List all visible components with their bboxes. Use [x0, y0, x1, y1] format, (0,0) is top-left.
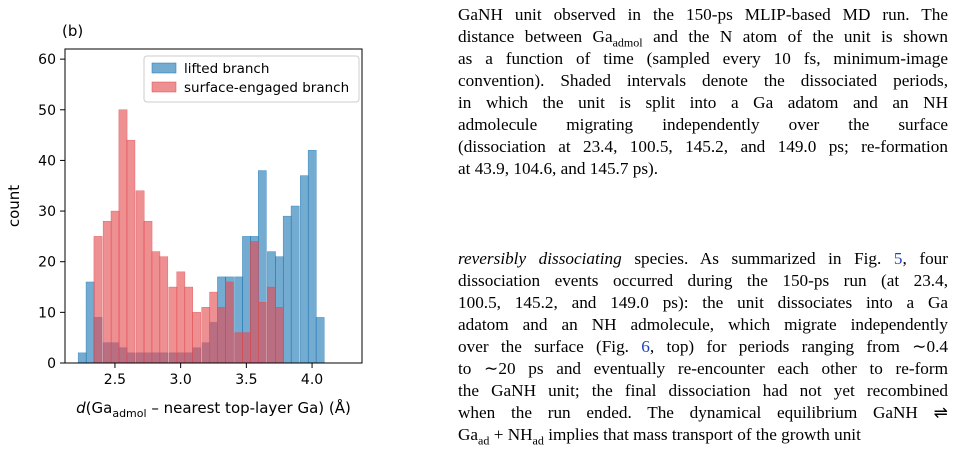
figure-caption: GaNH unit observed in the 150-ps MLIP-ba… [458, 4, 948, 180]
histogram-chart: 2.5 3.0 3.5 4.0 0 10 20 30 40 50 60 count d(Gaadmol … [5, 22, 363, 420]
caption-line-4: in which the unit is split into a Ga ada… [458, 93, 948, 112]
y-tick-label-1: 10 [38, 305, 56, 321]
engaged-bar-7 [151, 251, 161, 364]
engaged-bar-2 [110, 210, 120, 364]
panel-label: (b) [62, 22, 83, 40]
engaged-bar-6 [143, 220, 153, 364]
figure-ref-link[interactable]: 5 [893, 249, 903, 268]
engaged-bar-1 [102, 220, 112, 364]
engaged-bar-9 [168, 286, 178, 364]
y-tick-label-4: 40 [38, 153, 56, 169]
engaged-bar-19 [250, 241, 259, 364]
body-line-5: to ∼20 ps and eventually re-encounter ea… [458, 359, 948, 378]
engaged-bar-11 [184, 286, 193, 364]
x-tick-label-0: 2.5 [104, 372, 126, 388]
caption-line-6: (dissociation at 23.4, 100.5, 145.2, and… [458, 137, 948, 156]
body-line-7: when the run ended. The dynamical equili… [458, 403, 948, 422]
caption-line-0: GaNH unit observed in the 150-ps MLIP-ba… [458, 5, 948, 24]
engaged-bar-13 [201, 307, 211, 364]
legend-label-1: surface-engaged branch [184, 80, 349, 96]
lifted-bar-26 [290, 205, 300, 364]
body-paragraph: reversibly dissociating species. As summ… [458, 248, 948, 446]
lifted-bar-28 [307, 150, 317, 364]
y-tick-label-6: 60 [38, 52, 56, 68]
y-tick-label-0: 0 [47, 356, 56, 372]
legend-label-0: lifted branch [184, 61, 269, 77]
lifted-bar-25 [282, 215, 292, 364]
body-line-4: over the surface (Fig. 6, top) for perio… [458, 337, 949, 356]
x-tick-label-3: 4.0 [301, 372, 323, 388]
engaged-bar-20 [257, 302, 267, 364]
legend-box [143, 55, 360, 103]
lifted-bar-29 [315, 317, 325, 364]
x-axis-label: d(Gaadmol – nearest top-layer Ga) (Å) [76, 398, 351, 420]
engaged-bar-15 [217, 307, 226, 364]
lifted-bar-27 [300, 175, 309, 364]
engaged-bar-8 [159, 256, 169, 364]
caption-line-2: as a function of time (sampled every 10 … [458, 49, 948, 68]
y-axis-label: count [5, 185, 23, 227]
engaged-bar-3 [118, 109, 128, 364]
caption-line-1: distance between Gaadmol and the N atom … [458, 27, 948, 50]
x-tick-label-1: 3.0 [170, 372, 192, 388]
body-line-1: dissociation events occurred during the … [458, 271, 948, 290]
engaged-bar-16 [225, 281, 234, 364]
body-line-0: reversibly dissociating species. As summ… [458, 249, 948, 268]
engaged-bar-17 [234, 332, 243, 364]
x-tick-label-2: 3.5 [235, 372, 257, 388]
engaged-bar-0 [93, 236, 103, 364]
lifted-bar-0 [77, 352, 87, 364]
figure-ref-link[interactable]: 6 [641, 337, 650, 356]
engaged-bar-18 [242, 332, 251, 364]
body-line-8: Gaad + NHad implies that mass transport … [458, 425, 861, 448]
histogram-figure: 2.5 3.0 3.5 4.0 0 10 20 30 40 50 60 count d(Gaadmol … [0, 0, 420, 465]
plot-frame [64, 48, 363, 364]
engaged-bar-21 [267, 286, 276, 364]
body-line-6: the GaNH unit; the final dissociation ha… [458, 381, 948, 400]
caption-line-3: convention). Shaded intervals denote the… [458, 71, 948, 90]
y-tick-label-2: 20 [38, 255, 56, 271]
y-tick-label-5: 50 [38, 103, 56, 119]
caption-line-5: admolecule migrating independently over … [458, 115, 948, 134]
body-line-2: 100.5, 145.2, and 149.0 ps): the unit di… [458, 293, 948, 312]
engaged-bar-14 [209, 291, 218, 364]
body-line-3: adatom and an NH admolecule, which migra… [458, 315, 948, 334]
legend-swatch-1 [151, 81, 177, 93]
engaged-bar-22 [275, 307, 284, 364]
y-tick-label-3: 30 [38, 204, 56, 220]
caption-line-7: at 43.9, 104.6, and 145.7 ps). [458, 159, 659, 178]
engaged-bar-10 [176, 271, 186, 364]
engaged-bar-4 [126, 139, 136, 364]
lifted-bar-1 [85, 281, 95, 364]
engaged-bar-12 [192, 312, 201, 364]
engaged-bar-5 [135, 190, 145, 364]
legend-swatch-0 [151, 62, 177, 74]
